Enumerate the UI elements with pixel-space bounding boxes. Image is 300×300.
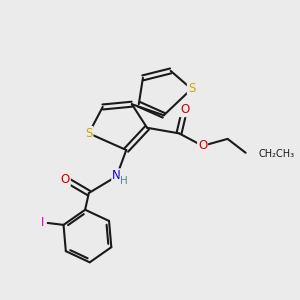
Text: S: S <box>85 127 92 140</box>
Text: S: S <box>188 82 195 95</box>
Text: H: H <box>121 176 128 186</box>
Text: CH₂CH₃: CH₂CH₃ <box>258 149 294 159</box>
Text: I: I <box>41 216 44 229</box>
Text: O: O <box>61 172 70 186</box>
Text: O: O <box>180 103 189 116</box>
Text: N: N <box>112 169 121 182</box>
Text: O: O <box>198 139 207 152</box>
